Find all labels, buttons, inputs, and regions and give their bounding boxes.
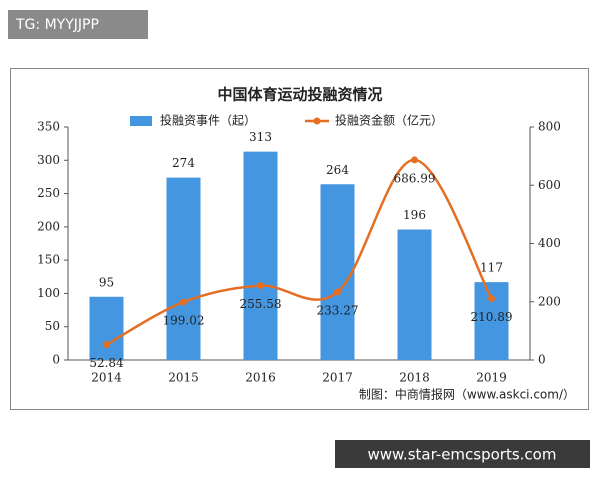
line-value-label: 210.89 xyxy=(471,310,513,324)
y2-tick-label: 600 xyxy=(538,178,561,192)
bar-value-label: 264 xyxy=(326,163,349,177)
source-note: 制图：中商情报网（www.askci.com/） xyxy=(359,387,575,402)
chart-title: 中国体育运动投融资情况 xyxy=(217,86,382,104)
header-label: TG: MYYJJPP xyxy=(15,17,99,33)
x-tick-label: 2019 xyxy=(476,371,507,385)
x-tick-label: 2017 xyxy=(322,371,353,385)
x-tick-label: 2014 xyxy=(91,371,122,385)
y2-tick-label: 800 xyxy=(538,120,561,134)
bar xyxy=(166,177,201,360)
line-marker xyxy=(488,295,495,303)
legend-swatch-marker xyxy=(313,117,321,125)
y2-tick-label: 200 xyxy=(538,294,561,308)
line-value-label: 199.02 xyxy=(163,314,205,328)
header-box xyxy=(8,10,148,39)
bar xyxy=(89,296,124,360)
legend-label: 投融资事件（起） xyxy=(160,113,256,128)
footer-box xyxy=(335,440,590,468)
line-marker xyxy=(411,156,418,164)
y-tick-label: 100 xyxy=(37,286,60,300)
x-tick-label: 2018 xyxy=(399,371,430,385)
line-marker xyxy=(180,298,187,306)
y-tick-label: 350 xyxy=(37,120,60,134)
bar-value-label: 117 xyxy=(480,261,503,275)
y-tick-label: 0 xyxy=(52,353,60,367)
y2-tick-label: 400 xyxy=(538,236,561,250)
legend-swatch xyxy=(130,116,152,126)
y-tick-label: 200 xyxy=(37,219,60,233)
line-value-label: 255.58 xyxy=(240,297,282,311)
y-tick-label: 300 xyxy=(37,153,60,167)
bar-value-label: 313 xyxy=(249,130,272,144)
line-marker xyxy=(257,282,264,290)
line-value-label: 233.27 xyxy=(317,304,359,318)
y-tick-label: 250 xyxy=(37,186,60,200)
x-tick-label: 2016 xyxy=(245,371,276,385)
line-marker xyxy=(103,341,110,349)
line-value-label: 686.99 xyxy=(394,171,436,185)
bar-value-label: 274 xyxy=(172,156,195,170)
bar xyxy=(397,229,432,360)
legend-label: 投融资金额（亿元） xyxy=(335,113,443,128)
chart-frame xyxy=(10,68,589,410)
line-marker xyxy=(334,288,341,296)
footer-url: www.star-emcsports.com xyxy=(368,446,557,464)
bar xyxy=(320,184,355,360)
bar xyxy=(243,151,278,360)
y-tick-label: 50 xyxy=(45,319,60,333)
bar-value-label: 95 xyxy=(99,275,114,289)
x-tick-label: 2015 xyxy=(168,371,199,385)
y2-tick-label: 0 xyxy=(538,353,546,367)
line-value-label: 52.84 xyxy=(89,356,124,370)
bar-value-label: 196 xyxy=(403,208,426,222)
y-tick-label: 150 xyxy=(37,253,60,267)
